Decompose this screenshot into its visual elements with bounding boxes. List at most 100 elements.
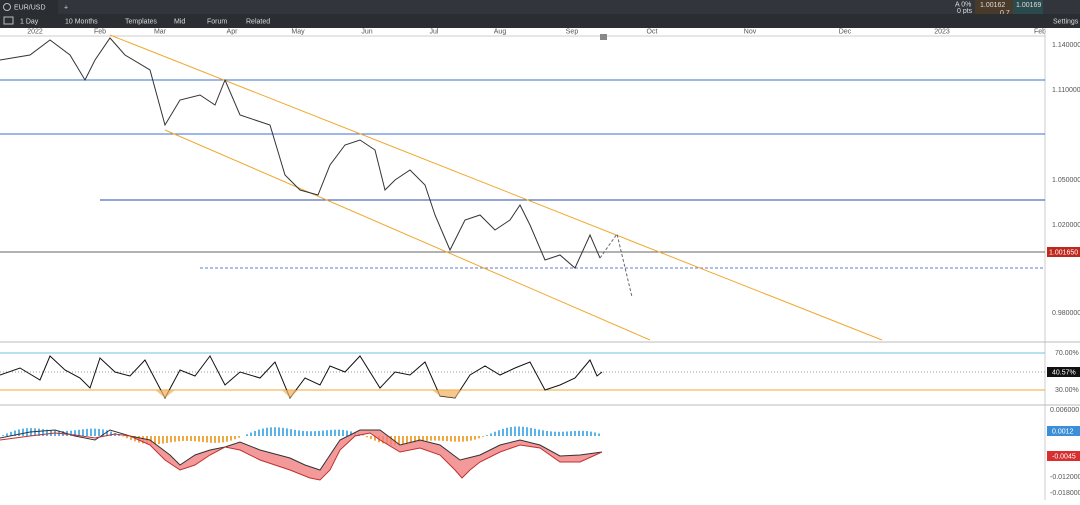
rsi-tick: 30.00% [1055, 387, 1079, 394]
hist-bar [454, 436, 456, 442]
hist-bar [2, 435, 4, 436]
hist-bar [570, 431, 572, 436]
hist-bar [174, 436, 176, 442]
hist-bar [474, 436, 476, 440]
hist-bar [526, 427, 528, 436]
hist-bar [598, 434, 600, 436]
hist-bar [370, 436, 372, 439]
month-label: May [291, 28, 305, 35]
hist-bar [282, 428, 284, 436]
hist-bar [530, 428, 532, 436]
add-tab[interactable]: + [64, 4, 68, 11]
hist-bar [278, 427, 280, 436]
hist-bar [578, 431, 580, 436]
hist-bar [178, 436, 180, 441]
symbol-label[interactable]: EUR/USD [14, 4, 46, 11]
month-label: Jun [361, 28, 372, 35]
month-label: 2023 [934, 28, 950, 35]
hist-bar [262, 429, 264, 436]
hist-bar [550, 431, 552, 436]
hist-bar [294, 430, 296, 436]
price-tick: 1.050000 [1052, 177, 1080, 184]
current-price: 1.001650 [1049, 249, 1078, 256]
rsi-line [0, 356, 602, 398]
price-line [0, 38, 600, 268]
price-tick: 1.020000 [1052, 222, 1080, 229]
price-tick: 1.110000 [1052, 87, 1080, 94]
rsi-fill [155, 390, 175, 398]
hist-bar [318, 431, 320, 436]
channel-line [165, 130, 650, 340]
hist-bar [462, 436, 464, 442]
hist-bar [22, 429, 24, 436]
toolbar-item[interactable]: Related [246, 18, 270, 25]
settings[interactable]: Settings [1053, 18, 1079, 25]
hist-bar [230, 436, 232, 441]
toolbar-item[interactable]: Forum [207, 18, 227, 25]
hist-bar [334, 430, 336, 436]
hist-bar [290, 429, 292, 436]
hist-bar [186, 436, 188, 441]
hist-bar [322, 431, 324, 436]
hist-bar [158, 436, 160, 444]
rsi-fill [282, 390, 298, 398]
hist-bar [498, 430, 500, 436]
hist-bar [302, 431, 304, 436]
hist-bar [542, 430, 544, 436]
hist-bar [518, 426, 520, 436]
hist-bar [190, 436, 192, 441]
hist-bar [502, 429, 504, 436]
hist-bar [162, 436, 164, 444]
hist-bar [214, 436, 216, 443]
hist-bar [210, 436, 212, 443]
hist-bar [426, 436, 428, 441]
hist-bar [558, 432, 560, 436]
hist-bar [594, 432, 596, 436]
hist-bar [266, 428, 268, 436]
ask[interactable]: 1.00169 [1016, 2, 1041, 9]
toolbar-item[interactable]: Templates [125, 18, 157, 25]
hist-bar [98, 429, 100, 436]
interval[interactable]: 1 Day [20, 18, 39, 25]
bid[interactable]: 1.00162 [980, 2, 1005, 9]
hist-bar [166, 436, 168, 443]
hist-bar [218, 436, 220, 443]
hist-bar [586, 431, 588, 436]
hist-bar [470, 436, 472, 441]
range[interactable]: 10 Months [65, 18, 98, 25]
month-label: Apr [227, 28, 239, 35]
month-label: Feb [1034, 28, 1046, 35]
hist-bar [514, 427, 516, 436]
hist-bar [510, 427, 512, 436]
hist-bar [446, 436, 448, 441]
hist-bar [126, 436, 128, 438]
month-label: Mar [154, 28, 167, 35]
rsi-current: 40.57% [1052, 369, 1076, 376]
hist-bar [306, 431, 308, 436]
hist-bar [478, 436, 480, 438]
hist-bar [238, 436, 240, 438]
hist-bar [182, 436, 184, 441]
hist-bar [94, 429, 96, 436]
month-label: Aug [494, 28, 507, 35]
top-bar: EUR/USD + A 0% 0 pts 1.00162 0.7 1.00169… [0, 0, 1080, 28]
macd-tick: 0.006000 [1050, 407, 1079, 414]
hist-bar [490, 433, 492, 436]
macd-fill [130, 430, 602, 480]
hist-bar [538, 430, 540, 436]
price-tick: 0.980000 [1052, 310, 1080, 317]
hist-bar [310, 431, 312, 436]
hist-bar [222, 436, 224, 442]
rsi-tick: 70.00% [1055, 350, 1079, 357]
hist-bar [554, 432, 556, 436]
toolbar-item[interactable]: Mid [174, 18, 185, 25]
month-label: Jul [430, 28, 439, 35]
hist-bar [486, 435, 488, 436]
hist-bar [330, 430, 332, 436]
hist-bar [234, 436, 236, 439]
hist-bar [590, 432, 592, 436]
hist-bar [314, 431, 316, 436]
month-label: Sep [566, 28, 579, 35]
